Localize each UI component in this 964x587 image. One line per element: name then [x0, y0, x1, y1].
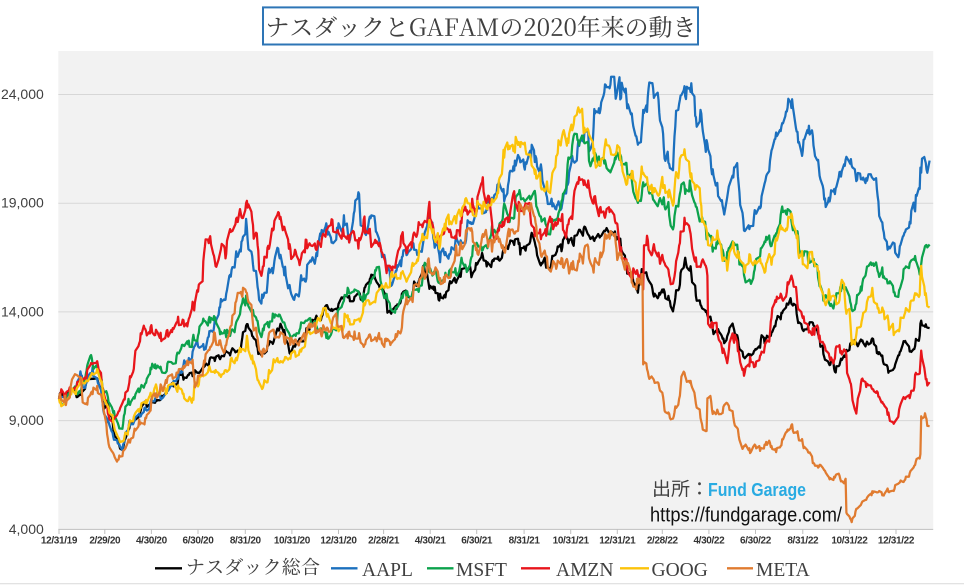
svg-text:https://fundgarage.com/: https://fundgarage.com/ [650, 504, 842, 527]
svg-text:12/31/22: 12/31/22 [878, 536, 915, 547]
svg-text:4/30/21: 4/30/21 [415, 536, 447, 547]
svg-text:10/31/20: 10/31/20 [274, 536, 311, 547]
svg-text:META: META [756, 560, 810, 581]
svg-text:2/28/22: 2/28/22 [647, 536, 679, 547]
svg-text:AAPL: AAPL [362, 560, 413, 581]
svg-text:10/31/22: 10/31/22 [831, 536, 868, 547]
svg-text:6/30/20: 6/30/20 [183, 536, 215, 547]
svg-text:8/31/21: 8/31/21 [509, 536, 541, 547]
svg-text:8/31/22: 8/31/22 [787, 536, 819, 547]
svg-text:MSFT: MSFT [456, 560, 507, 581]
svg-text:6/30/21: 6/30/21 [461, 536, 493, 547]
svg-text:4/30/22: 4/30/22 [693, 536, 725, 547]
svg-text:12/31/21: 12/31/21 [599, 536, 636, 547]
svg-text:4,000: 4,000 [9, 521, 44, 537]
svg-text:19,000: 19,000 [1, 195, 44, 211]
svg-text:14,000: 14,000 [1, 303, 44, 319]
svg-text:4/30/20: 4/30/20 [136, 536, 168, 547]
svg-text:8/31/20: 8/31/20 [230, 536, 262, 547]
svg-text:12/31/19: 12/31/19 [41, 536, 78, 547]
svg-text:AMZN: AMZN [556, 560, 613, 581]
svg-text:9,000: 9,000 [9, 412, 44, 428]
svg-text:2/28/21: 2/28/21 [368, 536, 400, 547]
svg-text:Fund Garage: Fund Garage [708, 479, 806, 500]
svg-text:6/30/22: 6/30/22 [740, 536, 772, 547]
svg-text:12/31/20: 12/31/20 [320, 536, 357, 547]
svg-text:24,000: 24,000 [1, 86, 44, 102]
svg-text:GOOG: GOOG [652, 560, 708, 581]
svg-text:10/31/21: 10/31/21 [553, 536, 590, 547]
svg-text:2/29/20: 2/29/20 [89, 536, 121, 547]
